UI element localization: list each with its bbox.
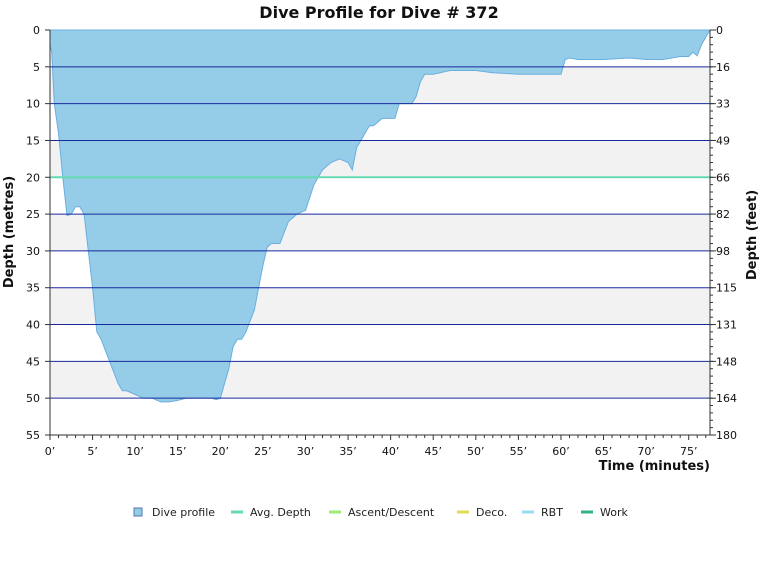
x-tick-label-20: 20’ bbox=[212, 445, 230, 458]
x-tick-label-25: 25’ bbox=[254, 445, 272, 458]
y-tick-label-10: 10 bbox=[26, 98, 40, 111]
x-tick-label-15: 15’ bbox=[169, 445, 187, 458]
y-tick-label-0: 0 bbox=[33, 24, 40, 37]
x-tick-label-60: 60’ bbox=[552, 445, 570, 458]
y-tick-label-35: 35 bbox=[26, 282, 40, 295]
y-right-tick-label-3: 49 bbox=[716, 134, 730, 147]
legend-label-1: Avg. Depth bbox=[250, 506, 311, 519]
y-tick-label-15: 15 bbox=[26, 134, 40, 147]
y-right-tick-label-6: 98 bbox=[716, 245, 730, 258]
y-right-tick-label-4: 66 bbox=[716, 171, 730, 184]
x-tick-label-5: 5’ bbox=[87, 445, 98, 458]
y-tick-label-50: 50 bbox=[26, 392, 40, 405]
tick-labels: 0 0 5 16 10 33 15 49 20 66 25 82 30 98 35 115 40 131 45 148… bbox=[26, 24, 737, 458]
x-tick-label-10: 10’ bbox=[126, 445, 144, 458]
y-right-tick-label-11: 180 bbox=[716, 429, 737, 442]
x-tick-label-0: 0’ bbox=[45, 445, 56, 458]
y-axis-right-label: Depth (feet) bbox=[745, 190, 760, 280]
y-right-tick-label-2: 33 bbox=[716, 98, 730, 111]
y-tick-label-5: 5 bbox=[33, 61, 40, 74]
legend-swatch-dive-profile bbox=[133, 507, 143, 517]
y-tick-label-30: 30 bbox=[26, 245, 40, 258]
y-right-tick-label-10: 164 bbox=[716, 392, 737, 405]
y-tick-label-55: 55 bbox=[26, 429, 40, 442]
chart-title: Dive Profile for Dive # 372 bbox=[259, 3, 498, 22]
x-tick-label-40: 40’ bbox=[382, 445, 400, 458]
y-right-tick-label-7: 115 bbox=[716, 282, 737, 295]
y-right-tick-label-0: 0 bbox=[716, 24, 723, 37]
x-tick-label-55: 55’ bbox=[510, 445, 528, 458]
x-tick-label-35: 35’ bbox=[339, 445, 357, 458]
y-right-tick-label-1: 16 bbox=[716, 61, 730, 74]
x-tick-label-75: 75’ bbox=[680, 445, 698, 458]
x-tick-label-65: 65’ bbox=[595, 445, 613, 458]
axes bbox=[49, 29, 713, 440]
y-tick-label-45: 45 bbox=[26, 355, 40, 368]
legend-label-3: Deco. bbox=[476, 506, 507, 519]
legend-label-5: Work bbox=[600, 506, 628, 519]
legend-label-4: RBT bbox=[541, 506, 563, 519]
legend: Dive profile Avg. Depth Ascent/Descent Deco… bbox=[133, 506, 628, 519]
y-tick-label-20: 20 bbox=[26, 171, 40, 184]
y-tick-label-25: 25 bbox=[26, 208, 40, 221]
y-right-tick-label-8: 131 bbox=[716, 319, 737, 332]
y-right-tick-label-9: 148 bbox=[716, 355, 737, 368]
y-right-tick-label-5: 82 bbox=[716, 208, 730, 221]
x-tick-label-50: 50’ bbox=[467, 445, 485, 458]
x-tick-label-45: 45’ bbox=[424, 445, 442, 458]
y-axis-left-label: Depth (metres) bbox=[2, 176, 17, 288]
legend-label-0: Dive profile bbox=[152, 506, 215, 519]
x-tick-label-30: 30’ bbox=[297, 445, 315, 458]
x-tick-label-70: 70’ bbox=[637, 445, 655, 458]
legend-label-2: Ascent/Descent bbox=[348, 506, 435, 519]
x-axis-label: Time (minutes) bbox=[599, 459, 710, 474]
y-tick-label-40: 40 bbox=[26, 319, 40, 332]
